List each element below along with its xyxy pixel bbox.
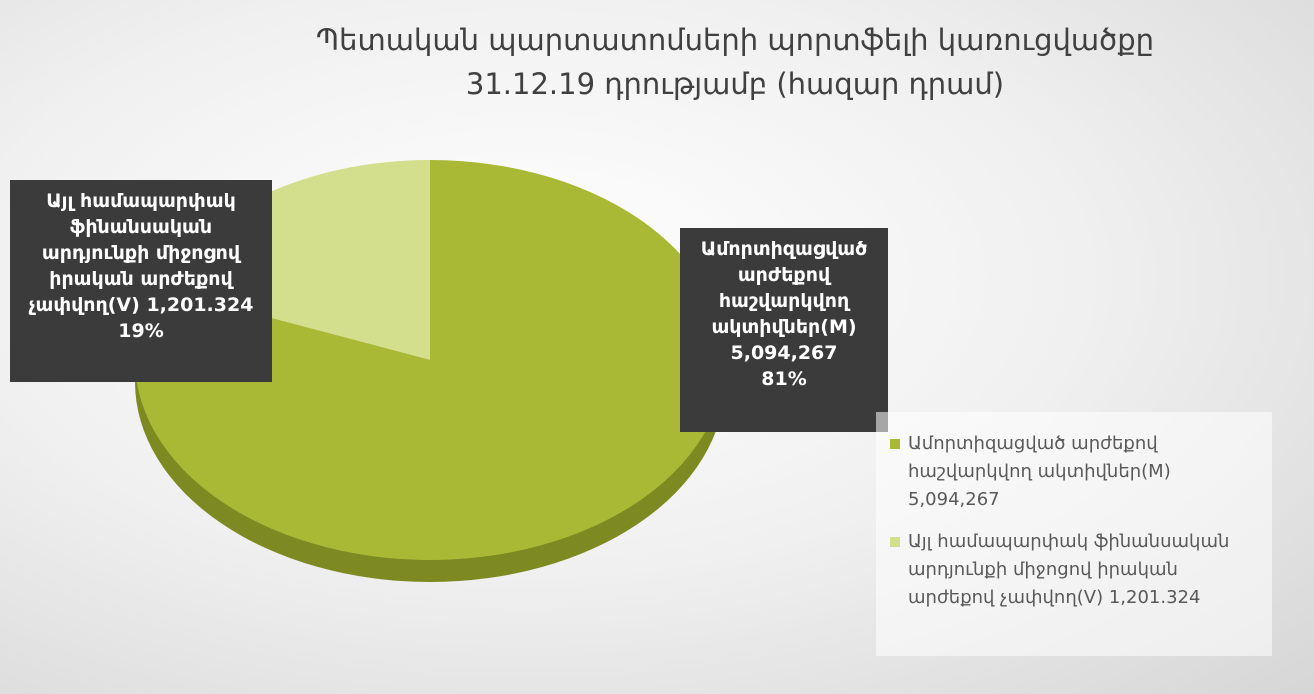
legend-swatch: [890, 537, 900, 547]
legend: Ամորտիզացված արժեքով հաշվարկվող ակտիվներ…: [876, 412, 1272, 656]
label-percent: 81%: [761, 368, 807, 390]
label-name: Ամորտիզացված արժեքով հաշվարկվող ակտիվներ…: [700, 238, 868, 338]
legend-label: Ամորտիզացված արժեքով հաշվարկվող ակտիվներ…: [908, 433, 1171, 482]
data-label: Ամորտիզացված արժեքով հաշվարկվող ակտիվներ…: [680, 228, 888, 432]
pie-slice: [135, 160, 726, 560]
label-percent: 19%: [118, 320, 164, 342]
legend-value: 1,201.324: [1108, 587, 1201, 608]
legend-value: 5,094,267: [908, 489, 1000, 510]
pie-slice: [155, 160, 430, 360]
label-value: 1,201.324: [146, 294, 254, 316]
chart-title: Պետական պարտատոմսերի պորտֆելի կառուցվածք…: [315, 23, 1155, 101]
legend-label: Այլ համապարփակ ֆինանսական արդյունքի միջո…: [908, 531, 1230, 608]
data-label: Այլ համապարփակ ֆինանսական արդյունքի միջո…: [10, 180, 272, 382]
legend-entry: Ամորտիզացված արժեքով հաշվարկվող ակտիվներ…: [890, 430, 1258, 514]
legend-swatch: [890, 439, 900, 449]
label-value: 5,094,267: [730, 342, 838, 364]
legend-entry: Այլ համապարփակ ֆինանսական արդյունքի միջո…: [890, 528, 1258, 612]
label-name: Այլ համապարփակ ֆինանսական արդյունքի միջո…: [28, 190, 241, 316]
